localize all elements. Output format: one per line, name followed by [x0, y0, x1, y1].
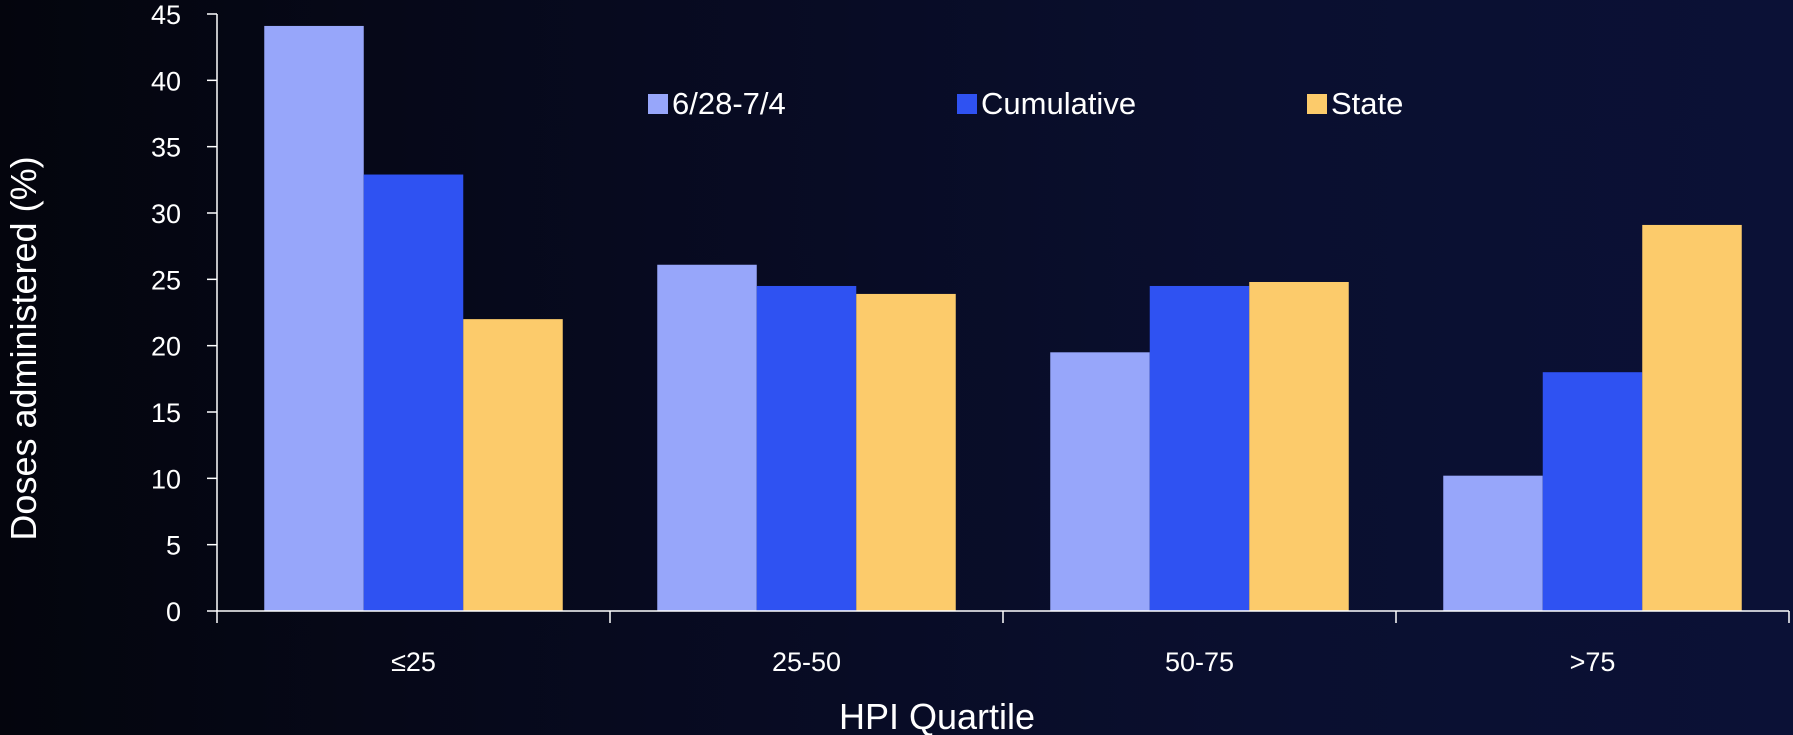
legend-label: State [1331, 86, 1403, 121]
x-tick-label: 50-75 [1165, 647, 1234, 677]
y-tick-label: 35 [151, 133, 181, 163]
bar [1542, 372, 1643, 611]
x-tick-label: 25-50 [772, 647, 841, 677]
legend-swatch [1307, 94, 1327, 114]
y-tick-label: 25 [151, 265, 181, 295]
bar [1050, 352, 1150, 611]
bars-layer [264, 25, 1742, 611]
bar [1642, 224, 1742, 611]
legend-item: State [1307, 86, 1403, 121]
x-axis-title: HPI Quartile [839, 696, 1035, 735]
y-axis-title: Doses administered (%) [3, 156, 44, 540]
legend-item: 6/28-7/4 [648, 86, 786, 121]
y-tick-label: 10 [151, 464, 181, 494]
legend-item: Cumulative [957, 86, 1136, 121]
bar [1149, 285, 1250, 611]
bar [363, 174, 464, 611]
x-ticks: ≤25 25-50 50-75 >75 [216, 611, 1790, 677]
legend-label: Cumulative [981, 86, 1136, 121]
x-tick-label: ≤25 [391, 647, 436, 677]
y-ticks: 0 5 10 15 20 25 30 35 40 45 [151, 0, 217, 627]
y-tick-label: 5 [166, 531, 181, 561]
bar [657, 264, 757, 611]
legend-label: 6/28-7/4 [672, 86, 786, 121]
legend-swatch [957, 94, 977, 114]
y-tick-label: 20 [151, 332, 181, 362]
y-tick-label: 30 [151, 199, 181, 229]
y-tick-label: 40 [151, 66, 181, 96]
bar [1249, 281, 1349, 611]
bar [756, 285, 857, 611]
legend-swatch [648, 94, 668, 114]
y-tick-label: 15 [151, 398, 181, 428]
y-tick-label: 0 [166, 597, 181, 627]
legend: 6/28-7/4 Cumulative State [648, 86, 1403, 121]
bar [1443, 475, 1543, 611]
x-tick-label: >75 [1570, 647, 1616, 677]
y-tick-label: 45 [151, 0, 181, 30]
bar [264, 25, 364, 611]
bar [463, 319, 563, 611]
bar [856, 293, 956, 611]
